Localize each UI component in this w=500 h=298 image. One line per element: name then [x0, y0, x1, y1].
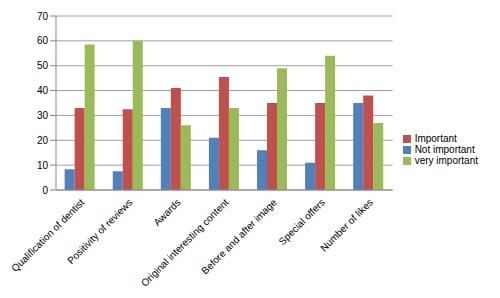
svg-text:20: 20 — [37, 135, 49, 146]
svg-text:30: 30 — [37, 110, 49, 121]
svg-text:40: 40 — [37, 85, 49, 96]
svg-text:0: 0 — [42, 185, 48, 196]
html-text:Not important: Not important — [414, 143, 475, 155]
svg-text:60: 60 — [37, 35, 49, 46]
html-text:very important: very important — [414, 154, 478, 166]
svg-text:Number of likes: Number of likes — [318, 197, 375, 254]
html-text:Important: Important — [414, 132, 457, 144]
svg-text:Positivity of reviews: Positivity of reviews — [65, 197, 134, 266]
svg-text:10: 10 — [37, 160, 49, 171]
svg-text:Qualification of dentist: Qualification of dentist — [9, 196, 87, 274]
svg-text:70: 70 — [37, 11, 49, 22]
svg-text:Special offers: Special offers — [276, 197, 326, 247]
svg-text:Before and after image: Before and after image — [199, 196, 279, 276]
svg-text:Awards: Awards — [151, 197, 182, 228]
svg-text:Original interesting content: Original interesting content — [139, 197, 231, 289]
svg-text:50: 50 — [37, 60, 49, 71]
